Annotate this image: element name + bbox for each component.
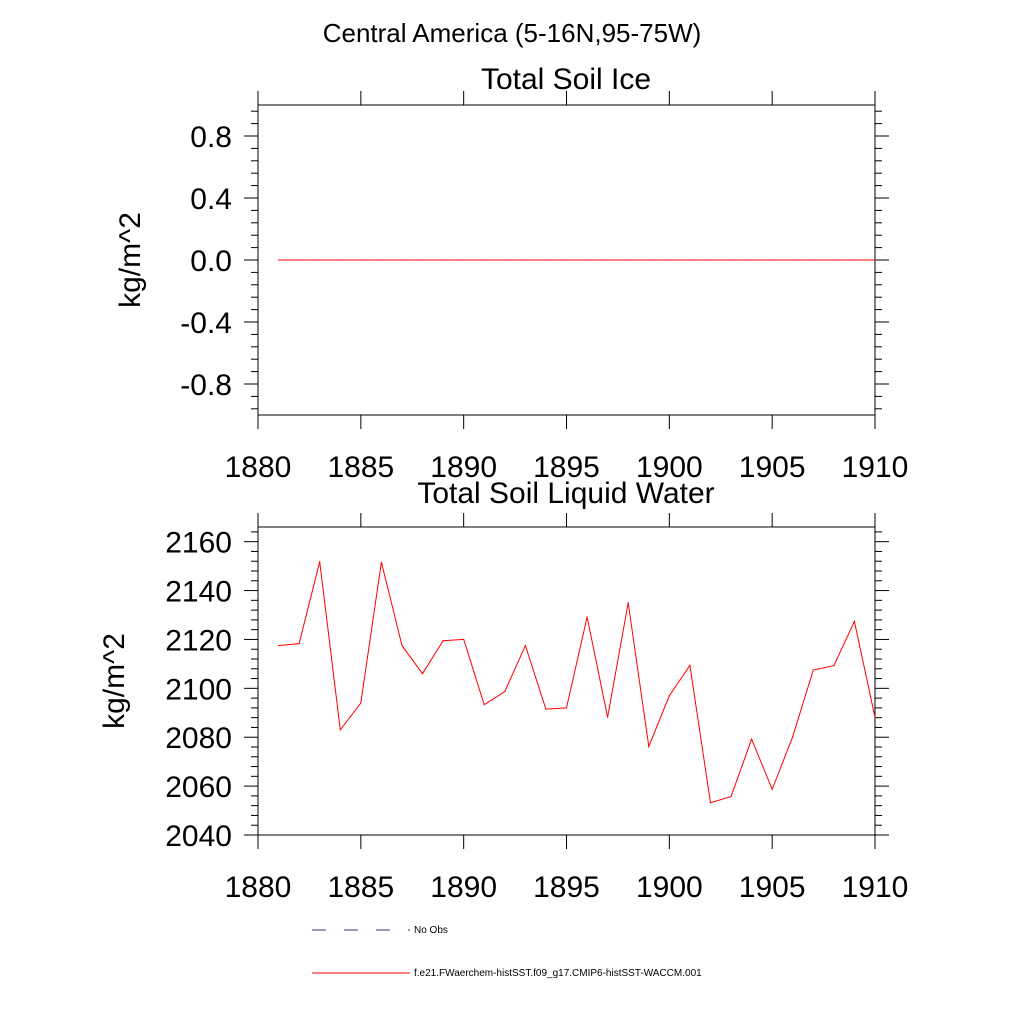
data-point <box>380 561 382 563</box>
x-tick-label: 1900 <box>636 871 703 904</box>
data-point <box>812 259 814 261</box>
data-point <box>730 796 732 798</box>
data-point <box>463 259 465 261</box>
data-point <box>545 259 547 261</box>
y-tick-label: 0.8 <box>190 121 232 154</box>
data-point <box>812 669 814 671</box>
data-point <box>771 788 773 790</box>
data-point <box>277 259 280 261</box>
plot-frame <box>257 526 876 836</box>
data-point <box>401 259 403 261</box>
data-point <box>483 704 485 706</box>
series-line <box>278 561 876 804</box>
data-point <box>442 640 444 642</box>
x-tick-label: 1910 <box>842 451 909 484</box>
x-tick-label: 1880 <box>225 451 292 484</box>
data-point <box>668 695 670 697</box>
data-point <box>565 707 568 709</box>
x-tick-label: 1910 <box>842 871 909 904</box>
data-point <box>586 259 588 261</box>
data-point <box>298 259 300 261</box>
y-axis-label: kg/m^2 <box>114 212 147 308</box>
x-tick-label: 1890 <box>430 451 497 484</box>
x-tick-label: 1905 <box>739 451 806 484</box>
data-point <box>730 259 732 261</box>
y-axis-label: kg/m^2 <box>98 633 131 729</box>
data-point <box>648 259 650 261</box>
data-point <box>771 259 773 261</box>
data-point <box>833 665 835 667</box>
figure-suptitle: Central America (5-16N,95-75W) <box>323 18 702 48</box>
chart-title: Total Soil Ice <box>481 63 651 96</box>
data-point <box>442 259 444 261</box>
data-point <box>751 259 753 261</box>
data-point <box>709 802 712 804</box>
x-tick-label: 1895 <box>533 871 600 904</box>
y-tick-label: 0.4 <box>190 183 232 216</box>
x-tick-label: 1890 <box>430 871 497 904</box>
panel-total-soil-liquid-water: Total Soil Liquid Water kg/m^2 1880 1885 1… <box>98 477 908 904</box>
data-point <box>483 259 485 261</box>
data-point <box>524 259 526 261</box>
data-point <box>504 690 506 693</box>
data-point <box>360 702 362 704</box>
data-point <box>298 643 300 645</box>
data-point <box>792 736 794 738</box>
data-point <box>565 259 568 261</box>
y-tick-label: -0.8 <box>180 369 232 402</box>
data-point <box>586 616 588 618</box>
data-point <box>401 644 403 647</box>
legend-label-no-obs: No Obs <box>414 925 448 936</box>
data-point <box>421 259 424 261</box>
y-tick-label: 2040 <box>165 820 232 853</box>
x-tick-label: 1905 <box>739 871 806 904</box>
data-point <box>689 664 691 666</box>
panel-total-soil-ice: Total Soil Ice kg/m^2 1880 1885 1890 1895 19… <box>114 63 908 484</box>
data-point <box>874 259 876 261</box>
y-tick-label: 2080 <box>165 722 232 755</box>
y-tick-label: 2120 <box>165 624 232 657</box>
data-point <box>874 716 876 719</box>
data-point <box>319 259 321 261</box>
data-point <box>319 561 321 563</box>
data-point <box>380 259 382 261</box>
x-tick-label: 1895 <box>533 451 600 484</box>
data-point <box>709 259 712 261</box>
legend: No Obs f.e21.FWaerchem-histSST.f09_g17.C… <box>312 925 702 979</box>
x-tick-label: 1885 <box>327 871 394 904</box>
data-point <box>463 638 465 641</box>
data-point <box>668 259 670 261</box>
chart-title: Total Soil Liquid Water <box>417 477 714 510</box>
data-point <box>648 745 650 748</box>
legend-label-model-run: f.e21.FWaerchem-histSST.f09_g17.CMIP6-hi… <box>414 968 702 979</box>
x-tick-label: 1900 <box>636 451 703 484</box>
x-tick-label: 1885 <box>327 451 394 484</box>
data-point <box>689 259 691 261</box>
data-point <box>627 259 629 261</box>
data-point <box>545 708 547 710</box>
data-point <box>607 259 609 261</box>
y-tick-label: -0.4 <box>180 307 232 340</box>
data-point <box>853 620 856 622</box>
data-point <box>792 259 794 261</box>
y-tick-label: 2060 <box>165 771 232 804</box>
data-point <box>751 738 753 740</box>
data-point <box>339 259 341 261</box>
data-point <box>339 729 341 731</box>
x-tick-label: 1880 <box>225 871 292 904</box>
y-tick-label: 2100 <box>165 673 232 706</box>
data-point <box>833 259 835 261</box>
y-tick-label: 0.0 <box>190 245 232 278</box>
data-point <box>421 673 424 675</box>
data-point <box>504 259 506 261</box>
data-point <box>627 602 629 604</box>
data-point <box>524 644 526 647</box>
data-point <box>277 644 280 647</box>
data-point <box>607 716 609 718</box>
data-point <box>853 259 856 261</box>
y-tick-label: 2160 <box>165 527 232 560</box>
y-tick-label: 2140 <box>165 576 232 609</box>
data-point <box>360 259 362 261</box>
